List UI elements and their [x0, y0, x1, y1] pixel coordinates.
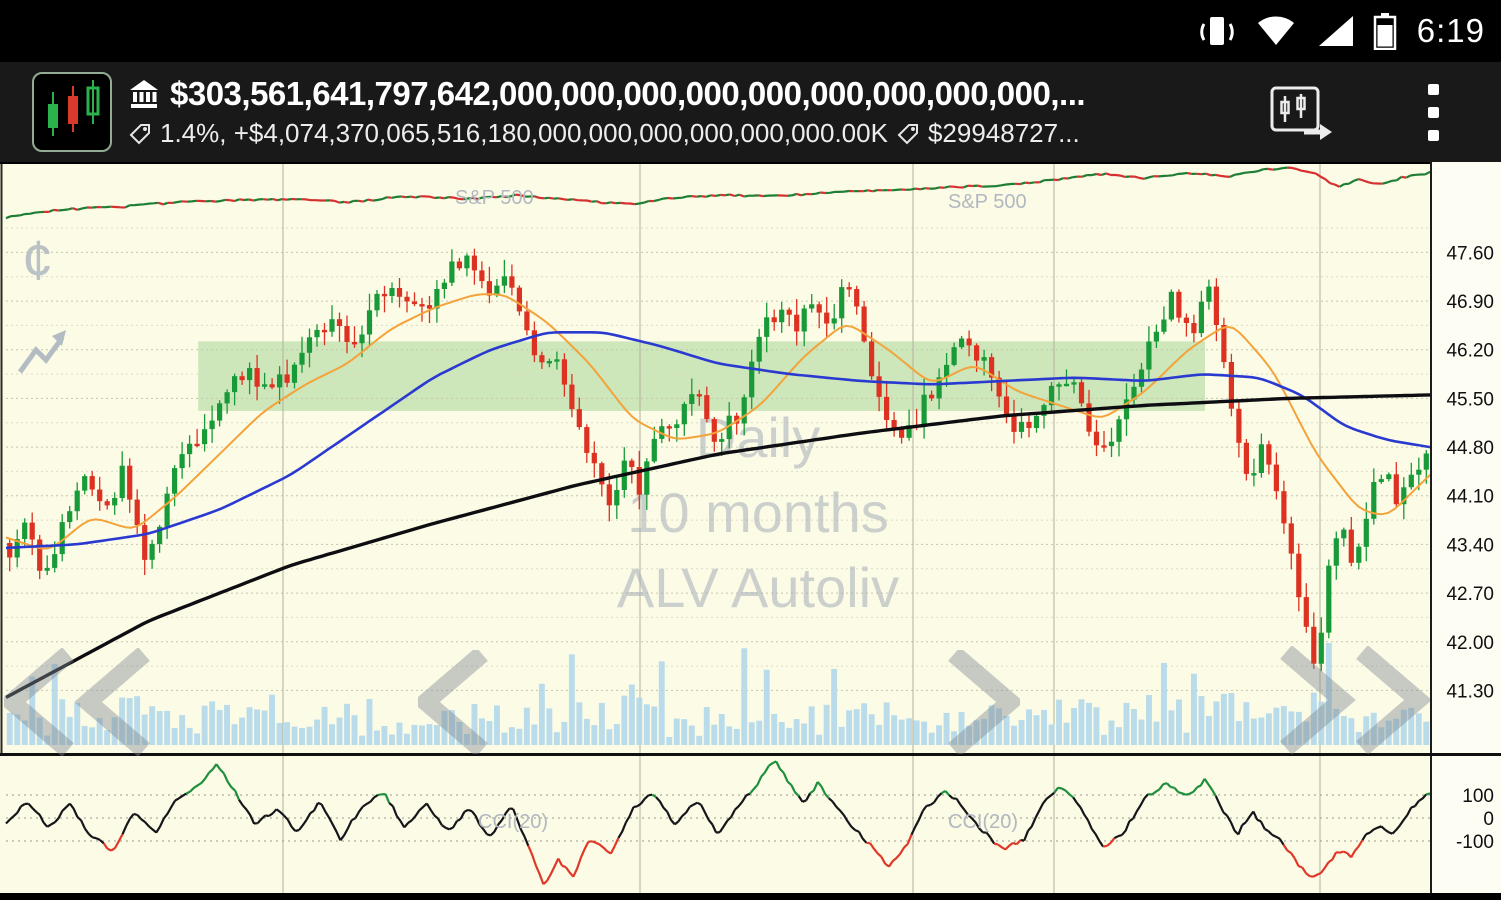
- trend-icon[interactable]: [16, 324, 72, 380]
- change-value: 1.4%, +$4,074,370,065,516,180,000,000,00…: [160, 118, 888, 148]
- svg-text:CCI(20): CCI(20): [478, 811, 548, 833]
- svg-text:CCI(20): CCI(20): [948, 811, 1018, 833]
- signal-icon: [1318, 16, 1353, 46]
- battery-icon: [1373, 13, 1397, 50]
- ticker-header[interactable]: $303,561,641,797,642,000,000,000,000,000…: [128, 75, 1085, 149]
- svg-text:10 months: 10 months: [627, 481, 889, 544]
- svg-text:S&P 500: S&P 500: [948, 191, 1027, 213]
- svg-text:ALV Autoliv: ALV Autoliv: [617, 556, 899, 619]
- scroll-right-fast-icon[interactable]: [1280, 646, 1430, 754]
- chart-settings-icon[interactable]: [1268, 82, 1332, 142]
- overflow-menu-icon[interactable]: [1428, 83, 1439, 141]
- svg-text:47.60: 47.60: [1446, 243, 1494, 264]
- cents-icon[interactable]: ¢: [22, 228, 54, 291]
- svg-text:0: 0: [1483, 809, 1494, 830]
- vibrate-icon: [1200, 17, 1234, 45]
- scroll-left-icon[interactable]: [418, 650, 492, 754]
- wifi-icon: [1257, 16, 1294, 45]
- app-header: $303,561,641,797,642,000,000,000,000,000…: [0, 62, 1501, 162]
- scroll-left-fast-icon[interactable]: [4, 648, 154, 756]
- svg-text:-100: -100: [1456, 832, 1494, 853]
- svg-text:41.30: 41.30: [1446, 681, 1494, 702]
- clock: 6:19: [1416, 12, 1485, 49]
- turnover-value: $29948727...: [927, 118, 1080, 148]
- svg-text:43.40: 43.40: [1446, 535, 1494, 556]
- svg-text:45.50: 45.50: [1446, 389, 1494, 410]
- app-logo-icon[interactable]: [32, 72, 112, 152]
- svg-text:42.70: 42.70: [1446, 584, 1494, 605]
- svg-text:S&P 500: S&P 500: [455, 187, 534, 209]
- svg-text:44.80: 44.80: [1446, 438, 1494, 459]
- scroll-right-icon[interactable]: [946, 650, 1020, 754]
- svg-text:46.20: 46.20: [1446, 341, 1494, 362]
- market-cap-value: $303,561,641,797,642,000,000,000,000,000…: [170, 75, 1086, 112]
- svg-text:42.00: 42.00: [1446, 633, 1494, 654]
- chart-area[interactable]: Daily 10 months ALV Autoliv S&P 500 S&P 500 C…: [0, 162, 1501, 900]
- turnover-icon: [897, 123, 918, 144]
- svg-text:100: 100: [1462, 786, 1494, 807]
- svg-text:46.90: 46.90: [1446, 292, 1494, 313]
- status-bar: 6:19: [0, 0, 1501, 62]
- svg-text:44.10: 44.10: [1446, 487, 1494, 508]
- change-icon: [129, 123, 150, 144]
- portfolio-icon: [130, 80, 158, 108]
